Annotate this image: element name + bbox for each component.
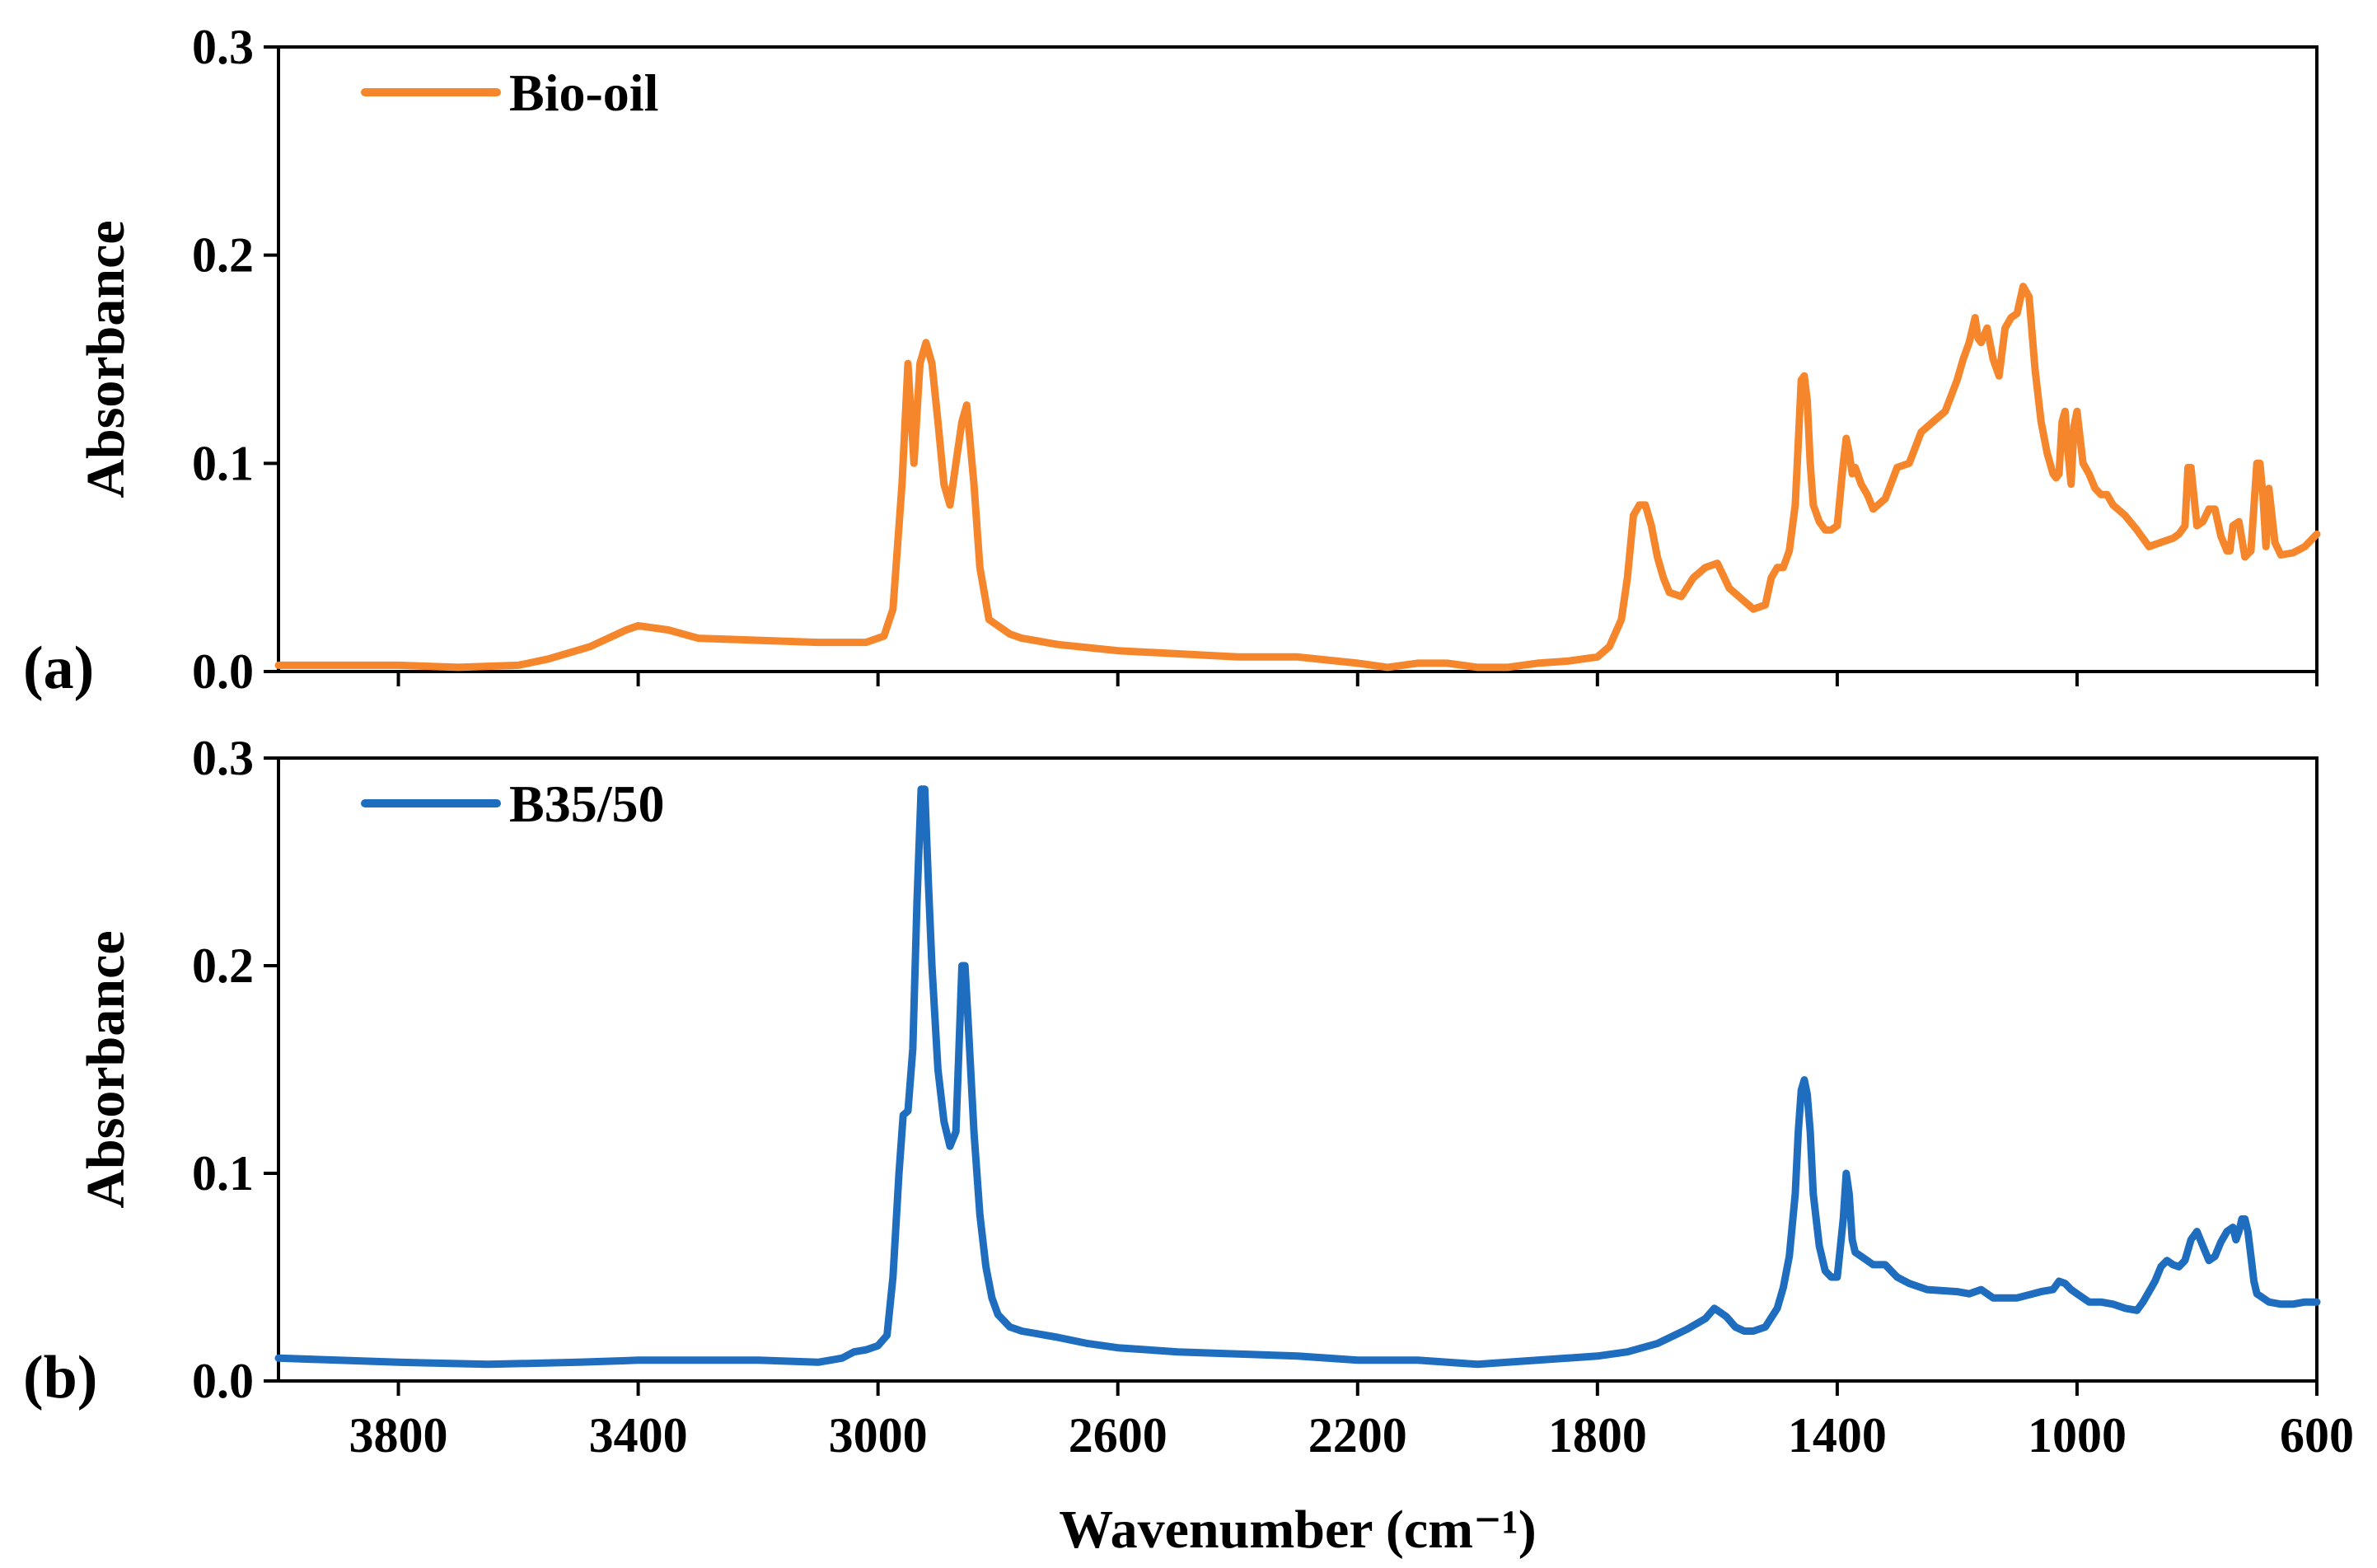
x-tick-label: 1000 (2028, 1408, 2127, 1463)
panel-a: 0.0 0.1 0.2 0.3 Absorbance (a) Bio-oil (23, 20, 2321, 702)
x-tick-label: 1400 (1788, 1408, 1887, 1463)
y-tick-label: 0.0 (192, 644, 254, 699)
x-tick-label: 3800 (349, 1408, 448, 1463)
x-tick-label: 2600 (1069, 1408, 1167, 1463)
x-tick-label: 3000 (829, 1408, 928, 1463)
x-tick-label: 1800 (1548, 1408, 1647, 1463)
series-line-b35-50 (274, 785, 2321, 1369)
panel-label: (b) (23, 1344, 97, 1411)
y-tick-label: 0.3 (192, 20, 254, 74)
y-tick-label: 0.2 (192, 938, 254, 993)
y-axis-title: Absorbance (76, 930, 136, 1208)
y-axis-title: Absorbance (76, 220, 136, 498)
y-tick-label: 0.2 (192, 228, 254, 283)
y-tick-label: 0.1 (192, 1146, 254, 1201)
x-tick-label: 2200 (1308, 1408, 1407, 1463)
legend-label: Bio-oil (509, 63, 658, 122)
x-tick-label: 600 (2280, 1408, 2354, 1463)
y-tick-label: 0.0 (192, 1354, 254, 1408)
y-tick-label: 0.3 (192, 731, 254, 785)
plot-frame (277, 756, 2319, 1383)
y-tick-label: 0.1 (192, 436, 254, 490)
legend-label: B35/50 (509, 775, 664, 833)
series-line-bio-oil (274, 283, 2321, 672)
panel-b: 0.0 0.1 0.2 0.3 3800 3400 3000 2600 2200 1800 1400… (23, 731, 2354, 1560)
x-axis-title: Wavenumber (cm⁻¹) (1059, 1500, 1537, 1560)
plot-frame (277, 45, 2319, 673)
x-tick-label: 3400 (589, 1408, 688, 1463)
panel-label: (a) (23, 634, 94, 702)
